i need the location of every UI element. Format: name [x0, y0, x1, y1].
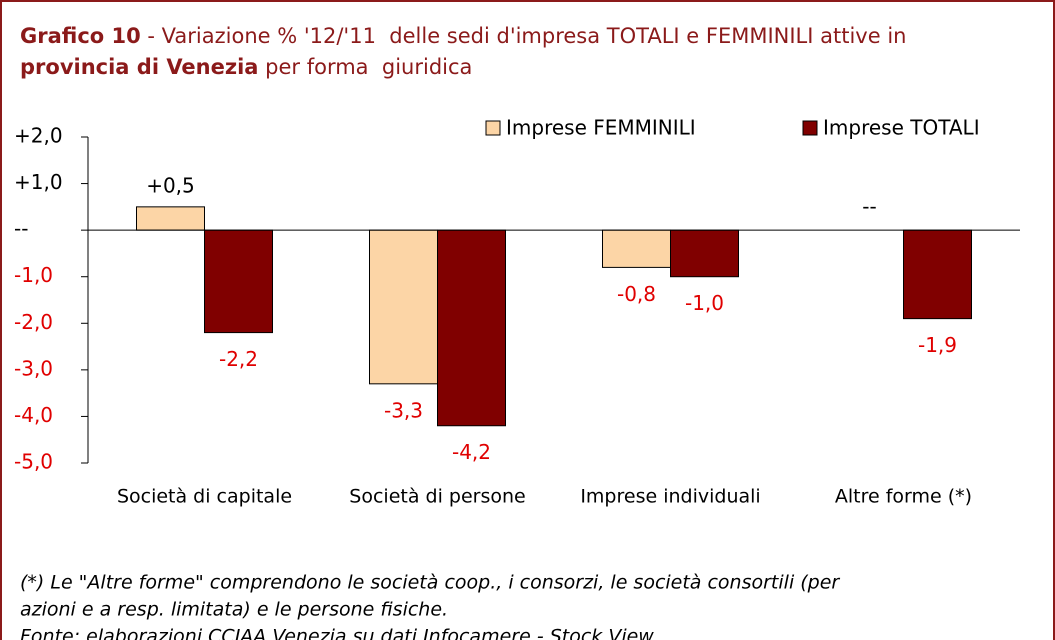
y-tick-label: --: [14, 217, 28, 241]
bar: [602, 229, 671, 268]
value-label: -2,2: [219, 347, 258, 371]
value-label: +0,5: [146, 173, 195, 197]
legend-swatch: [485, 120, 501, 136]
legend-label: Imprese FEMMINILI: [506, 116, 696, 140]
value-label: -4,2: [452, 440, 491, 464]
y-tick-label: +2,0: [14, 124, 63, 148]
x-tick-label: Imprese individuali: [580, 486, 760, 508]
footnote: azioni e a resp. limitata) e le persone …: [20, 599, 448, 621]
title-part: per forma giuridica: [258, 55, 472, 79]
bar: [903, 229, 972, 320]
bar: [369, 229, 438, 385]
chart-title: Grafico 10 - Variazione % '12/'11 delle …: [20, 24, 906, 48]
bar: [136, 206, 205, 231]
bar: [670, 229, 739, 278]
legend-swatch: [802, 120, 818, 136]
value-label: -1,9: [918, 333, 957, 357]
bar: [437, 229, 506, 427]
y-tick-label: +1,0: [14, 170, 63, 194]
title-part: Grafico 10: [20, 24, 141, 48]
legend-label: Imprese TOTALI: [823, 116, 980, 140]
title-part: - Variazione % '12/'11 delle sedi d'impr…: [141, 24, 907, 48]
footnote: (*) Le "Altre forme" comprendono le soci…: [20, 572, 840, 594]
y-tick-label: -1,0: [14, 263, 53, 287]
footnote: Fonte: elaborazioni CCIAA Venezia su dat…: [20, 626, 654, 640]
x-tick-label: Altre forme (*): [835, 486, 972, 508]
value-label: -3,3: [384, 398, 423, 422]
value-label: -1,0: [685, 291, 724, 315]
x-tick-label: Società di capitale: [117, 486, 292, 508]
x-tick-label: Società di persone: [349, 486, 525, 508]
y-tick-label: -3,0: [14, 356, 53, 380]
y-tick-label: -5,0: [14, 450, 53, 474]
bar: [204, 229, 273, 334]
title-part: provincia di Venezia: [20, 55, 258, 79]
value-label: --: [862, 195, 876, 219]
value-label: -0,8: [617, 282, 656, 306]
y-tick-label: -2,0: [14, 310, 53, 334]
chart-title: provincia di Venezia per forma giuridica: [20, 55, 472, 79]
y-tick-label: -4,0: [14, 403, 53, 427]
